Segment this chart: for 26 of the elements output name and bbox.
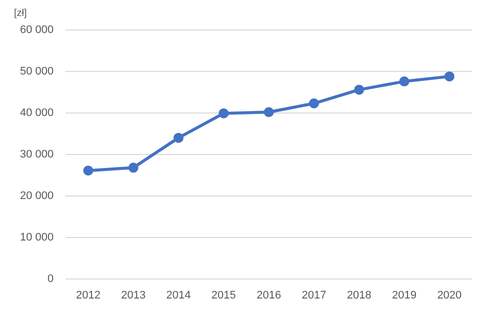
x-tick-label: 2018 [346, 289, 372, 302]
point [128, 162, 138, 173]
y-tick-label: 30 000 [20, 148, 54, 160]
y-tick-label: 10 000 [20, 231, 54, 244]
point [399, 76, 410, 86]
x-tick-label: 2019 [392, 289, 417, 302]
point [264, 107, 274, 118]
x-tick-label: 2013 [121, 289, 146, 302]
x-tick-label: 2016 [256, 289, 282, 302]
point [218, 108, 229, 118]
y-tick-label: 50 000 [20, 66, 54, 78]
y-tick-label: 60 000 [20, 24, 54, 36]
point [354, 84, 364, 95]
y-tick-label: 20 000 [20, 190, 54, 202]
x-tick-label: 2015 [211, 289, 236, 302]
point [174, 132, 184, 143]
x-tick-label: 2017 [302, 289, 326, 302]
point [444, 71, 454, 82]
x-tick-label: 2020 [437, 289, 462, 302]
point [308, 98, 319, 108]
y-tick-label: 40 000 [20, 106, 54, 119]
y-axis-title: [zł] [14, 8, 27, 19]
x-tick-label: 2012 [76, 289, 100, 302]
x-tick-label: 2014 [166, 289, 191, 302]
y-tick-label: 0 [48, 272, 54, 285]
point [83, 166, 94, 176]
